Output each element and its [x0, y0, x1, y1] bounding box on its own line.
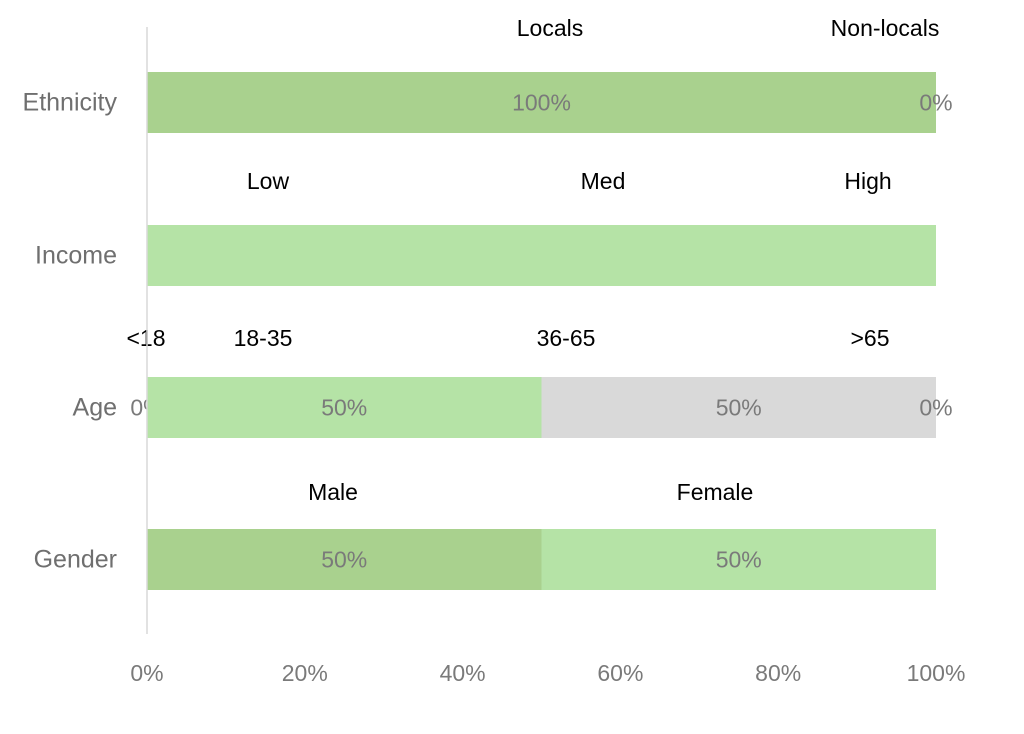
segment-name-label: Non-locals: [831, 15, 940, 41]
segment-name-label: 36-65: [537, 325, 596, 351]
segment-name-label: Male: [308, 479, 358, 505]
data-label: 0%: [919, 90, 952, 116]
category-label-age: Age: [73, 394, 117, 422]
segment-name-label: Locals: [517, 15, 583, 41]
x-tick-label: 60%: [597, 660, 643, 686]
segment-name-label: High: [844, 168, 891, 194]
bar-segment: [147, 72, 936, 133]
bar-segment: [541, 377, 936, 438]
category-label-gender: Gender: [34, 546, 117, 574]
x-tick-label: 0%: [130, 660, 163, 686]
bar-segment: [147, 529, 542, 590]
data-label: 50%: [321, 547, 367, 573]
category-label-ethnicity: Ethnicity: [23, 89, 118, 117]
x-tick-label: 80%: [755, 660, 801, 686]
x-tick-label: 40%: [440, 660, 486, 686]
segment-name-label: Low: [247, 168, 290, 194]
bar-segment: [541, 529, 936, 590]
segment-name-label: Med: [581, 168, 626, 194]
segment-name-label: <18: [126, 325, 165, 351]
data-label: 50%: [321, 395, 367, 421]
segment-name-label: Female: [677, 479, 754, 505]
data-label: 0%: [919, 395, 952, 421]
category-label-income: Income: [35, 242, 117, 270]
data-label: 50%: [716, 395, 762, 421]
x-tick-label: 20%: [282, 660, 328, 686]
data-label: 100%: [512, 90, 571, 116]
data-label: 50%: [716, 547, 762, 573]
segment-name-label: 18-35: [234, 325, 293, 351]
bar-segment: [147, 377, 542, 438]
x-tick-label: 100%: [907, 660, 966, 686]
segment-name-label: >65: [850, 325, 889, 351]
bar-segment: [147, 225, 936, 286]
